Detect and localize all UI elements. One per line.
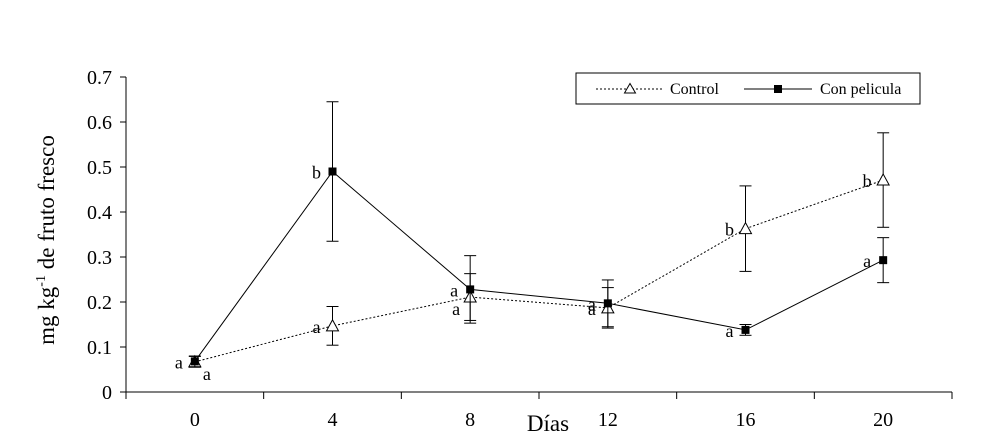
x-tick-label: 0 (190, 409, 200, 431)
x-tick-label: 4 (328, 409, 338, 431)
significance-label: a (726, 321, 734, 341)
significance-label: a (863, 251, 871, 271)
y-axis-title: mg kg-1 de fruto fresco (34, 135, 59, 345)
significance-label: a (313, 317, 321, 337)
legend: Control Con pelicula (575, 72, 921, 105)
series-control (187, 132, 891, 368)
significance-label: a (450, 280, 458, 300)
significance-label: a (203, 364, 211, 384)
significance-label: a (588, 299, 596, 319)
y-tick-label: 0.4 (87, 202, 112, 224)
x-tick-label: 16 (736, 409, 756, 431)
y-tick-label: 0.6 (87, 112, 112, 134)
data-point (603, 299, 612, 308)
data-point (879, 256, 888, 265)
y-tick-label: 0.7 (87, 67, 112, 89)
significance-label: b (312, 163, 321, 183)
x-axis: 0 4 8 12 16 20 (125, 391, 953, 431)
y-tick-label: 0 (102, 382, 112, 404)
significance-label: a (175, 352, 183, 372)
y-tick-label: 0.1 (87, 337, 112, 359)
y-tick-label: 0.3 (87, 247, 112, 269)
y-tick-label: 0.2 (87, 292, 112, 314)
x-tick-label: 8 (465, 409, 475, 431)
x-tick-label: 12 (598, 409, 618, 431)
series-con-pelicula (188, 101, 890, 368)
data-point (190, 357, 199, 366)
legend-control-marker (623, 82, 637, 94)
data-point (738, 221, 753, 235)
series-line (194, 179, 884, 363)
y-axis-title-superscript: -1 (34, 275, 49, 287)
x-tick-label: 20 (873, 409, 893, 431)
y-axis: 0 0.1 0.2 0.3 0.4 0.5 0.6 0.7 (87, 67, 127, 404)
data-point (741, 325, 750, 334)
x-axis-title: Días (527, 411, 569, 436)
series-layer (187, 101, 891, 368)
legend-film-marker (774, 85, 782, 93)
data-point (328, 167, 337, 176)
y-tick-label: 0.5 (87, 157, 112, 179)
data-point (876, 173, 891, 186)
significance-label: a (452, 299, 460, 319)
legend-control-label: Control (670, 81, 719, 98)
legend-film-label: Con pelicula (820, 81, 901, 98)
significance-label: b (725, 220, 734, 240)
significance-label: b (863, 171, 872, 191)
significance-label: a (588, 294, 596, 314)
data-point (466, 285, 475, 294)
data-point (325, 318, 340, 332)
series-line (194, 170, 884, 362)
